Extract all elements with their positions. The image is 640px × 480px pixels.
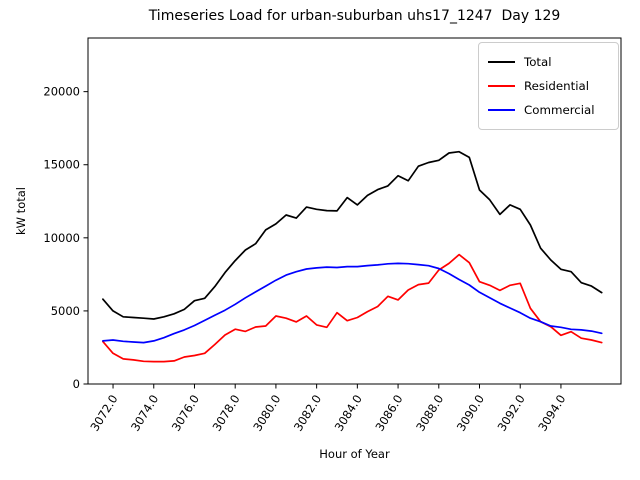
x-tick-label: 3084.0 (332, 392, 365, 434)
y-tick-label: 20000 (43, 85, 80, 99)
x-tick-label: 3090.0 (454, 392, 487, 434)
y-tick-label: 15000 (43, 158, 80, 172)
legend-label: Total (524, 55, 552, 69)
x-tick-label: 3076.0 (169, 392, 202, 434)
x-tick-label: 3086.0 (372, 392, 405, 434)
x-tick-label: 3092.0 (495, 392, 528, 434)
axes-spines (87, 37, 622, 385)
y-tick-label: 0 (73, 377, 80, 391)
x-tick-label: 3082.0 (291, 392, 324, 434)
chart-title: Timeseries Load for urban-suburban uhs17… (148, 8, 561, 24)
y-tick-label: 10000 (43, 231, 80, 245)
x-tick-label: 3072.0 (87, 392, 120, 434)
legend-label: Commercial (524, 103, 595, 117)
x-tick-label: 3074.0 (128, 392, 161, 434)
x-tick-label: 3094.0 (535, 392, 568, 434)
x-tick-label: 3088.0 (413, 392, 446, 434)
legend-label: Residential (524, 79, 589, 93)
legend-entry-residential: Residential (488, 74, 608, 98)
series-line-residential (102, 253, 603, 363)
series-line-total (102, 150, 603, 320)
legend-line-sample (488, 109, 515, 111)
series-line-commercial (102, 262, 603, 344)
legend-entry-commercial: Commercial (488, 98, 608, 122)
x-axis-label: Hour of Year (319, 447, 390, 461)
legend-line-sample (488, 61, 515, 63)
legend-line-sample (488, 85, 515, 87)
x-tick-label: 3080.0 (250, 392, 283, 434)
y-tick-label: 5000 (51, 304, 80, 318)
legend: Total Residential Commercial (478, 42, 619, 130)
x-tick-label: 3078.0 (210, 392, 243, 434)
legend-entry-total: Total (488, 50, 608, 74)
